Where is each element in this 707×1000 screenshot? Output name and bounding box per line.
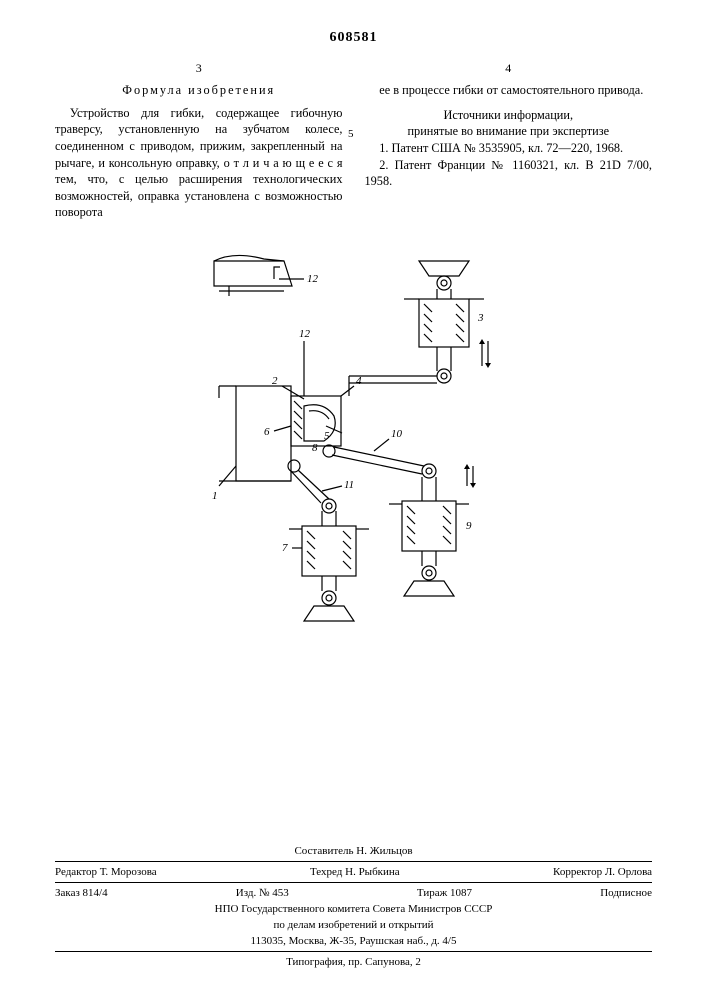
left-column: 3 Формула изобретения Устройство для гиб… xyxy=(55,60,343,221)
addr: 113035, Москва, Ж-35, Раушская наб., д. … xyxy=(55,933,652,949)
continuation-text: ее в процессе гибки от самостоятельного … xyxy=(365,82,653,99)
diagram-svg: 12 xyxy=(174,241,534,671)
col-num-left: 3 xyxy=(55,60,343,76)
compiler: Составитель Н. Жильцов xyxy=(55,845,652,857)
svg-text:12: 12 xyxy=(299,328,311,340)
editor: Редактор Т. Морозова xyxy=(55,866,157,878)
podpisnoe: Подписное xyxy=(600,887,652,899)
svg-text:11: 11 xyxy=(344,479,354,491)
main-frame: 1 xyxy=(212,386,291,502)
org2: по делам изобретений и открытий xyxy=(55,917,652,933)
formula-title: Формула изобретения xyxy=(55,82,343,99)
svg-text:7: 7 xyxy=(282,542,288,554)
svg-text:10: 10 xyxy=(391,428,403,440)
techred: Техред Н. Рыбкина xyxy=(310,866,400,878)
corrector: Корректор Л. Орлова xyxy=(553,866,652,878)
central-mechanism: 2 4 5 6 8 xyxy=(264,375,362,454)
lever-11: 11 xyxy=(288,460,354,513)
cylinder-7: 7 xyxy=(282,511,369,621)
svg-text:6: 6 xyxy=(264,426,270,438)
reference-1: 1. Патент США № 3535905, кл. 72—220, 196… xyxy=(365,140,653,157)
right-column: 4 ее в процессе гибки от самостоятельног… xyxy=(365,60,653,221)
svg-text:5: 5 xyxy=(324,430,330,442)
patent-number: 608581 xyxy=(55,30,652,46)
svg-text:8: 8 xyxy=(312,442,318,454)
svg-text:2: 2 xyxy=(272,375,278,387)
detail-12: 12 xyxy=(214,255,319,296)
editor-row: Редактор Т. Морозова Техред Н. Рыбкина К… xyxy=(55,864,652,880)
text-columns: 3 Формула изобретения Устройство для гиб… xyxy=(55,60,652,221)
col-num-right: 4 xyxy=(365,60,653,76)
svg-text:12: 12 xyxy=(307,273,319,285)
order: Заказ 814/4 xyxy=(55,887,108,899)
reference-2: 2. Патент Франции № 1160321, кл. В 21D 7… xyxy=(365,157,653,190)
svg-text:9: 9 xyxy=(466,520,472,532)
izd: Изд. № 453 xyxy=(236,887,289,899)
svg-text:4: 4 xyxy=(356,375,362,387)
lever-10: 10 xyxy=(323,428,436,478)
order-row: Заказ 814/4 Изд. № 453 Тираж 1087 Подпис… xyxy=(55,885,652,901)
formula-text: Устройство для гибки, содержащее гибочну… xyxy=(55,105,343,221)
svg-text:3: 3 xyxy=(477,312,484,324)
org1: НПО Государственного комитета Совета Мин… xyxy=(55,901,652,917)
cylinder-3: 3 xyxy=(404,261,491,383)
tirage: Тираж 1087 xyxy=(417,887,472,899)
line-marker-5: 5 xyxy=(348,128,354,140)
technical-diagram: 12 xyxy=(55,241,652,681)
footer: Составитель Н. Жильцов Редактор Т. Мороз… xyxy=(55,845,652,970)
cylinder-9: 9 xyxy=(389,464,476,596)
sources-title: Источники информации, принятые во вниман… xyxy=(365,107,653,140)
printer: Типография, пр. Сапунова, 2 xyxy=(55,954,652,970)
svg-text:1: 1 xyxy=(212,490,218,502)
